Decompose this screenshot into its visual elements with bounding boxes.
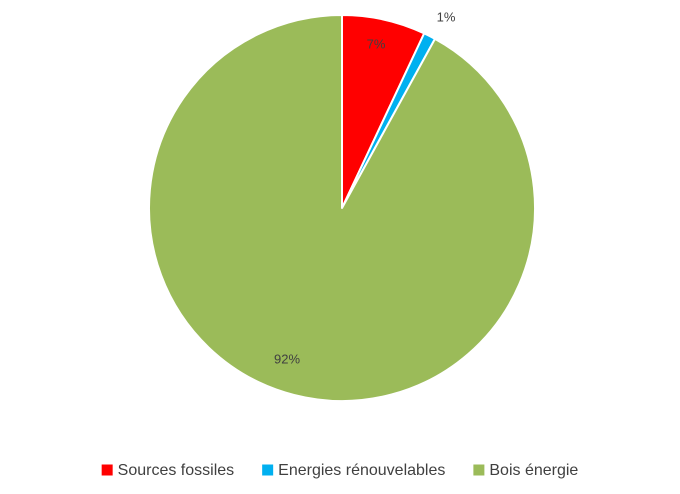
legend-item-1: Sources fossiles xyxy=(101,462,235,479)
legend: Sources fossiles Energies rénouvelables Bo… xyxy=(101,462,578,479)
pie-slice-3 xyxy=(148,14,537,402)
legend-label-3: Bois énergie xyxy=(489,462,578,479)
data-label-2: 1% xyxy=(437,9,456,24)
legend-label-2: Energies rénouvelables xyxy=(278,462,445,479)
data-label-1: 7% xyxy=(367,36,386,51)
legend-item-3: Bois énergie xyxy=(473,462,578,479)
pie-data-labels: 7% 1% 92% xyxy=(274,9,456,366)
legend-swatch-3 xyxy=(473,464,485,476)
data-label-3: 92% xyxy=(274,351,300,366)
pie-slices xyxy=(148,14,537,402)
legend-swatch-1 xyxy=(101,464,113,476)
legend-swatch-2 xyxy=(262,464,274,476)
legend-label-1: Sources fossiles xyxy=(118,462,235,479)
legend-item-2: Energies rénouvelables xyxy=(262,462,445,479)
